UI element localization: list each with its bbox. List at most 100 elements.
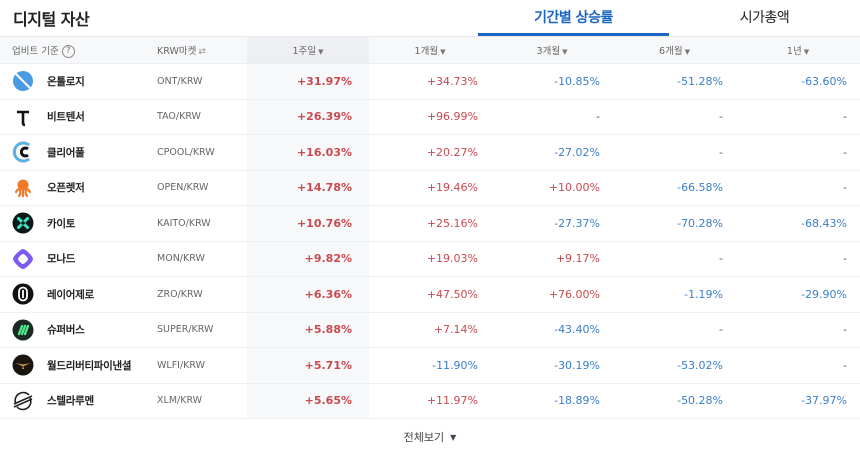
change-1week: +5.88% xyxy=(247,312,370,348)
change-3month: -30.19% xyxy=(554,358,601,372)
change-1week: +10.76% xyxy=(247,205,370,241)
col-header-name-label: 업비트 기준 xyxy=(12,45,59,57)
change-1year: - xyxy=(843,110,848,124)
table-row[interactable]: 모나드 MON/KRW +9.82% +19.03% +9.17% - - xyxy=(0,241,860,277)
change-3month: -43.40% xyxy=(554,323,601,337)
change-1month: +96.99% xyxy=(426,110,479,124)
change-3month: -10.85% xyxy=(554,74,601,88)
change-3month: +10.00% xyxy=(548,181,601,195)
change-1week: +14.78% xyxy=(247,170,370,206)
asset-pair: KAITO/KRW xyxy=(157,217,211,229)
table-row[interactable]: 온톨로지 ONT/KRW +31.97% +34.73% -10.85% -51… xyxy=(0,63,860,99)
table-row[interactable]: 카이토 KAITO/KRW +10.76% +25.16% -27.37% -7… xyxy=(0,205,860,241)
change-1year: - xyxy=(843,252,848,266)
change-3month: - xyxy=(596,110,601,124)
change-1month: +34.73% xyxy=(426,74,479,88)
table-row[interactable]: 오픈렛저 OPEN/KRW +14.78% +19.46% +10.00% -6… xyxy=(0,170,860,206)
sort-caret-icon: ▼ xyxy=(440,47,446,56)
change-6month: - xyxy=(719,145,724,159)
col-header-3month-label: 3개월 xyxy=(536,46,561,57)
kaito-icon xyxy=(12,212,34,234)
asset-name[interactable]: 슈퍼버스 xyxy=(47,324,85,337)
view-all-label: 전체보기 xyxy=(403,431,445,444)
change-1week: +26.39% xyxy=(247,99,370,135)
change-1week: +31.97% xyxy=(247,63,370,99)
tab-bar: 기간별 상승률 시가총액 xyxy=(478,0,860,36)
asset-pair: ZRO/KRW xyxy=(157,288,203,300)
col-header-3month[interactable]: 3개월 ▼ xyxy=(491,37,613,64)
sort-caret-icon: ▼ xyxy=(803,47,810,56)
change-1year: -63.60% xyxy=(801,74,848,88)
change-1week: +5.71% xyxy=(247,347,370,383)
change-6month: -53.02% xyxy=(677,358,724,372)
change-6month: -1.19% xyxy=(684,287,724,301)
help-icon[interactable]: ? xyxy=(61,44,75,58)
sort-caret-icon: ▼ xyxy=(562,47,568,56)
asset-pair: TAO/KRW xyxy=(157,111,201,123)
col-header-1week-label: 1주일 xyxy=(292,46,317,57)
table-row[interactable]: 비트텐서 TAO/KRW +26.39% +96.99% - - - xyxy=(0,99,860,135)
change-3month: +9.17% xyxy=(555,252,601,266)
col-header-1year-label: 1년 xyxy=(786,46,802,57)
table-header: 업비트 기준? KRW마켓 ⇄ 1주일 ▼ 1개월 ▼ 3개월 ▼ 6개월 ▼ xyxy=(0,36,860,64)
swap-sort-icon: ⇄ xyxy=(198,47,206,57)
table-row[interactable]: 월드리버티파이낸셜 WLFI/KRW +5.71% -11.90% -30.19… xyxy=(0,347,860,383)
change-6month: -50.28% xyxy=(677,394,724,408)
asset-name[interactable]: 레이어제로 xyxy=(47,288,94,301)
col-header-1month-label: 1개월 xyxy=(414,46,439,57)
change-6month: - xyxy=(719,252,724,266)
table-row[interactable]: 레이어제로 ZRO/KRW +6.36% +47.50% +76.00% -1.… xyxy=(0,276,860,312)
change-1month: -11.90% xyxy=(432,358,479,372)
asset-pair: MON/KRW xyxy=(157,253,205,265)
header: 디지털 자산 기간별 상승률 시가총액 xyxy=(0,0,860,36)
change-1year: - xyxy=(843,358,848,372)
change-1week: +9.82% xyxy=(247,241,370,277)
col-header-name: 업비트 기준? xyxy=(0,37,142,64)
change-6month: -70.28% xyxy=(677,216,724,230)
asset-name[interactable]: 스텔라루멘 xyxy=(47,395,94,408)
col-header-1week[interactable]: 1주일 ▼ xyxy=(247,36,370,64)
change-1month: +19.46% xyxy=(426,181,479,195)
change-1month: +47.50% xyxy=(426,287,479,301)
table-row[interactable]: 클리어풀 CPOOL/KRW +16.03% +20.27% -27.02% -… xyxy=(0,134,860,170)
tab-market-cap[interactable]: 시가총액 xyxy=(739,9,790,26)
asset-name[interactable]: 클리어풀 xyxy=(47,146,85,159)
change-6month: - xyxy=(719,323,724,337)
asset-pair: WLFI/KRW xyxy=(157,359,206,371)
change-1week: +5.65% xyxy=(247,383,370,419)
superverse-icon xyxy=(12,319,34,341)
change-1year: - xyxy=(843,181,848,195)
asset-pair: SUPER/KRW xyxy=(157,324,214,336)
change-3month: +76.00% xyxy=(548,287,601,301)
col-header-1month[interactable]: 1개월 ▼ xyxy=(369,37,491,64)
asset-pair: XLM/KRW xyxy=(157,395,203,407)
change-1month: +19.03% xyxy=(426,252,479,266)
view-all-button[interactable]: 전체보기 ▼ xyxy=(0,420,860,454)
asset-name[interactable]: 비트텐서 xyxy=(47,111,85,124)
table-row[interactable]: 슈퍼버스 SUPER/KRW +5.88% +7.14% -43.40% - - xyxy=(0,312,860,348)
col-header-6month[interactable]: 6개월 ▼ xyxy=(613,37,736,64)
col-header-1year[interactable]: 1년 ▼ xyxy=(736,37,860,64)
change-1year: -37.97% xyxy=(801,394,848,408)
asset-name[interactable]: 카이토 xyxy=(47,217,76,230)
col-header-pair[interactable]: KRW마켓 ⇄ xyxy=(142,37,247,64)
tab-period-gain[interactable]: 기간별 상승률 xyxy=(478,0,669,36)
asset-pair: CPOOL/KRW xyxy=(157,146,215,158)
clearpool-icon xyxy=(12,141,30,163)
change-1year: -29.90% xyxy=(801,287,848,301)
change-1week: +16.03% xyxy=(247,134,370,170)
asset-name[interactable]: 온톨로지 xyxy=(47,75,85,88)
sort-caret-icon: ▼ xyxy=(318,47,324,56)
assets-table: 업비트 기준? KRW마켓 ⇄ 1주일 ▼ 1개월 ▼ 3개월 ▼ 6개월 ▼ xyxy=(0,36,860,419)
table-row[interactable]: 스텔라루멘 XLM/KRW +5.65% +11.97% -18.89% -50… xyxy=(0,383,860,419)
change-3month: -27.37% xyxy=(554,216,601,230)
change-1month: +7.14% xyxy=(433,323,479,337)
asset-name[interactable]: 모나드 xyxy=(47,253,76,266)
change-6month: - xyxy=(719,110,724,124)
ontology-icon xyxy=(13,71,33,92)
asset-name[interactable]: 오픈렛저 xyxy=(47,182,85,195)
monad-icon xyxy=(13,248,33,269)
change-6month: -66.58% xyxy=(677,181,724,195)
change-1month: +11.97% xyxy=(426,394,479,408)
asset-name[interactable]: 월드리버티파이낸셜 xyxy=(47,359,132,372)
